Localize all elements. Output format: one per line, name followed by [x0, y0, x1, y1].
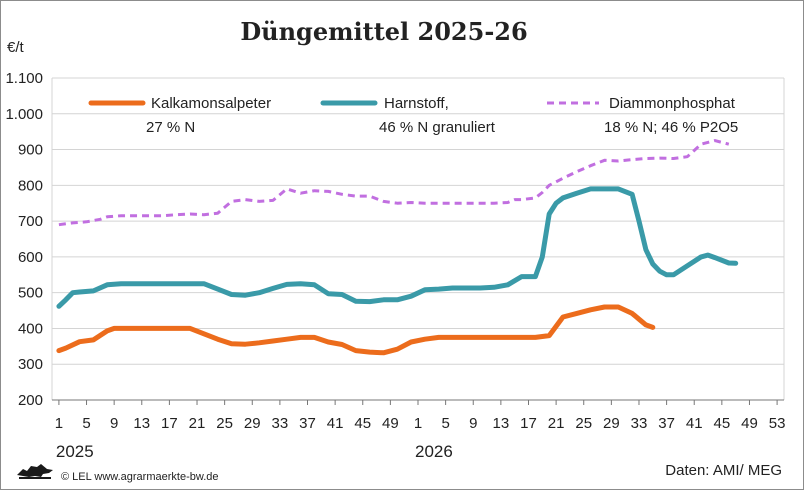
x-tick-label: 29: [244, 415, 261, 432]
x-tick-label: 37: [299, 415, 316, 432]
x-tick-label: 5: [441, 415, 449, 432]
legend-label-2: Harnstoff,: [384, 95, 449, 112]
x-tick-label: 25: [216, 415, 233, 432]
x-tick-label: 25: [575, 415, 592, 432]
year-label: 2025: [56, 442, 94, 461]
y-tick-label: 1.100: [5, 70, 43, 87]
y-tick-label: 200: [18, 392, 43, 409]
y-axis-unit: €/t: [7, 39, 25, 56]
year-labels: 2025 2026: [56, 442, 453, 461]
y-tick-label: 600: [18, 249, 43, 266]
legend: Kalkamonsalpeter 27 % N Harnstoff, 46 % N g…: [88, 95, 738, 136]
y-tick-label: 500: [18, 285, 43, 302]
x-tick-label: 17: [161, 415, 178, 432]
y-tick-label: 700: [18, 213, 43, 230]
x-tick-label: 53: [769, 415, 786, 432]
x-tick-label: 49: [382, 415, 399, 432]
x-tick-label: 1: [55, 415, 63, 432]
x-tick-label: 45: [714, 415, 731, 432]
x-tick-label: 41: [686, 415, 703, 432]
chart-title: Düngemittel 2025-26: [240, 17, 527, 46]
y-tick-label: 900: [18, 142, 43, 159]
x-tick-label: 9: [110, 415, 118, 432]
y-tick-label: 400: [18, 320, 43, 337]
x-tick-label: 21: [189, 415, 206, 432]
x-tick-label: 45: [354, 415, 371, 432]
x-tick-label: 13: [133, 415, 150, 432]
x-tick-label: 9: [469, 415, 477, 432]
legend-label-3: Diammonphosphat: [609, 95, 736, 112]
x-tick-label: 33: [272, 415, 289, 432]
y-tick-label: 1.000: [5, 106, 43, 123]
x-tick-label: 37: [658, 415, 675, 432]
year-label: 2026: [415, 442, 453, 461]
legend-sublabel-1: 27 % N: [146, 119, 195, 136]
x-tick-label: 29: [603, 415, 620, 432]
series-lines: [56, 139, 739, 356]
legend-label-1: Kalkamonsalpeter: [151, 95, 271, 112]
lion-logo: [17, 464, 53, 479]
x-tick-label: 21: [548, 415, 565, 432]
legend-sublabel-3: 18 % N; 46 % P2O5: [604, 119, 738, 136]
copyright-credit: © LEL www.agrarmaerkte-bw.de: [61, 471, 219, 483]
y-axis-ticks: 200 300 400 500 600 700 800 900 1.000 1.100: [5, 70, 43, 409]
data-source: Daten: AMI/ MEG: [665, 462, 782, 479]
x-tick-label: 5: [82, 415, 90, 432]
x-tick-label: 17: [520, 415, 537, 432]
series-line-1: [56, 304, 656, 356]
series-line-2: [56, 186, 739, 309]
x-tick-label: 13: [493, 415, 510, 432]
x-tick-label: 41: [327, 415, 344, 432]
series-line-3: [58, 139, 730, 227]
x-tick-label: 1: [414, 415, 422, 432]
y-tick-label: 800: [18, 177, 43, 194]
y-tick-label: 300: [18, 356, 43, 373]
legend-sublabel-2: 46 % N granuliert: [379, 119, 496, 136]
x-tick-label: 49: [741, 415, 758, 432]
x-tick-label: 33: [631, 415, 648, 432]
x-axis-ticks: 1 5 9 13 17 21 25 29 33 37 41 45 49 1 5 9 13 17 21 25 29 33 37…: [52, 399, 786, 432]
